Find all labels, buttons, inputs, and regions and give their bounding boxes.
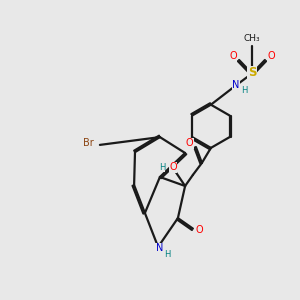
Text: S: S xyxy=(248,66,256,80)
Text: N: N xyxy=(156,243,163,254)
Text: CH₃: CH₃ xyxy=(244,34,260,43)
Text: N: N xyxy=(232,80,240,90)
Text: H: H xyxy=(159,163,165,172)
Text: O: O xyxy=(169,162,177,172)
Text: O: O xyxy=(185,138,193,148)
Text: Br: Br xyxy=(82,138,93,148)
Text: O: O xyxy=(267,51,275,62)
Text: H: H xyxy=(164,250,170,259)
Text: O: O xyxy=(229,51,237,62)
Text: H: H xyxy=(241,86,247,95)
Text: O: O xyxy=(196,225,203,235)
